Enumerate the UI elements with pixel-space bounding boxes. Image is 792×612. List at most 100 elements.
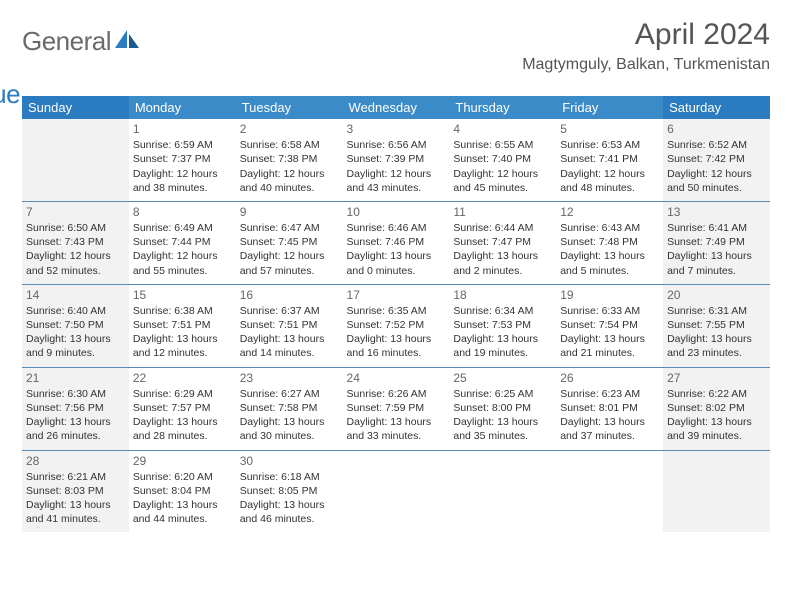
sunset-line: Sunset: 7:38 PM <box>240 152 339 166</box>
sunrise-line: Sunrise: 6:25 AM <box>453 387 552 401</box>
sunrise-line: Sunrise: 6:21 AM <box>26 470 125 484</box>
calendar-day-cell: 10Sunrise: 6:46 AMSunset: 7:46 PMDayligh… <box>343 201 450 284</box>
daylight-line-2: and 26 minutes. <box>26 429 125 443</box>
calendar-day-cell: 5Sunrise: 6:53 AMSunset: 7:41 PMDaylight… <box>556 119 663 201</box>
calendar-day-cell: 26Sunrise: 6:23 AMSunset: 8:01 PMDayligh… <box>556 367 663 450</box>
calendar-day-cell: 29Sunrise: 6:20 AMSunset: 8:04 PMDayligh… <box>129 450 236 532</box>
daylight-line-1: Daylight: 13 hours <box>240 415 339 429</box>
sunset-line: Sunset: 7:55 PM <box>667 318 766 332</box>
title-block: April 2024 Magtymguly, Balkan, Turkmenis… <box>522 18 770 74</box>
sunrise-line: Sunrise: 6:27 AM <box>240 387 339 401</box>
weekday-header: Wednesday <box>343 96 450 119</box>
calendar-week-row: 7Sunrise: 6:50 AMSunset: 7:43 PMDaylight… <box>22 201 770 284</box>
sunset-line: Sunset: 7:40 PM <box>453 152 552 166</box>
daylight-line-2: and 9 minutes. <box>26 346 125 360</box>
daylight-line-2: and 45 minutes. <box>453 181 552 195</box>
day-number: 9 <box>240 204 339 220</box>
daylight-line-2: and 33 minutes. <box>347 429 446 443</box>
daylight-line-1: Daylight: 12 hours <box>133 249 232 263</box>
daylight-line-1: Daylight: 13 hours <box>453 332 552 346</box>
sunrise-line: Sunrise: 6:34 AM <box>453 304 552 318</box>
weekday-header: Friday <box>556 96 663 119</box>
daylight-line-1: Daylight: 13 hours <box>667 249 766 263</box>
sunrise-line: Sunrise: 6:37 AM <box>240 304 339 318</box>
calendar-day-cell: 19Sunrise: 6:33 AMSunset: 7:54 PMDayligh… <box>556 284 663 367</box>
daylight-line-1: Daylight: 12 hours <box>133 167 232 181</box>
calendar-day-cell: 17Sunrise: 6:35 AMSunset: 7:52 PMDayligh… <box>343 284 450 367</box>
sunset-line: Sunset: 8:01 PM <box>560 401 659 415</box>
sunrise-line: Sunrise: 6:56 AM <box>347 138 446 152</box>
daylight-line-1: Daylight: 13 hours <box>453 249 552 263</box>
day-number: 11 <box>453 204 552 220</box>
sunrise-line: Sunrise: 6:18 AM <box>240 470 339 484</box>
daylight-line-1: Daylight: 12 hours <box>667 167 766 181</box>
daylight-line-2: and 5 minutes. <box>560 264 659 278</box>
sunrise-line: Sunrise: 6:41 AM <box>667 221 766 235</box>
calendar-day-cell: 12Sunrise: 6:43 AMSunset: 7:48 PMDayligh… <box>556 201 663 284</box>
logo-word1: General <box>22 26 111 56</box>
daylight-line-2: and 30 minutes. <box>240 429 339 443</box>
daylight-line-2: and 52 minutes. <box>26 264 125 278</box>
sunset-line: Sunset: 7:37 PM <box>133 152 232 166</box>
daylight-line-1: Daylight: 13 hours <box>133 332 232 346</box>
sunrise-line: Sunrise: 6:47 AM <box>240 221 339 235</box>
day-number: 10 <box>347 204 446 220</box>
day-number: 25 <box>453 370 552 386</box>
day-number: 7 <box>26 204 125 220</box>
daylight-line-2: and 12 minutes. <box>133 346 232 360</box>
daylight-line-2: and 2 minutes. <box>453 264 552 278</box>
daylight-line-2: and 0 minutes. <box>347 264 446 278</box>
daylight-line-1: Daylight: 13 hours <box>560 249 659 263</box>
sunset-line: Sunset: 8:02 PM <box>667 401 766 415</box>
daylight-line-2: and 48 minutes. <box>560 181 659 195</box>
calendar-day-cell: 24Sunrise: 6:26 AMSunset: 7:59 PMDayligh… <box>343 367 450 450</box>
daylight-line-1: Daylight: 12 hours <box>347 167 446 181</box>
day-number: 1 <box>133 121 232 137</box>
daylight-line-2: and 43 minutes. <box>347 181 446 195</box>
daylight-line-2: and 7 minutes. <box>667 264 766 278</box>
sunrise-line: Sunrise: 6:44 AM <box>453 221 552 235</box>
sunrise-line: Sunrise: 6:29 AM <box>133 387 232 401</box>
sunset-line: Sunset: 7:41 PM <box>560 152 659 166</box>
calendar-day-cell: 18Sunrise: 6:34 AMSunset: 7:53 PMDayligh… <box>449 284 556 367</box>
sunset-line: Sunset: 8:00 PM <box>453 401 552 415</box>
calendar-day-cell <box>22 119 129 201</box>
daylight-line-2: and 23 minutes. <box>667 346 766 360</box>
header: General Blue April 2024 Magtymguly, Balk… <box>22 18 770 88</box>
sunrise-line: Sunrise: 6:55 AM <box>453 138 552 152</box>
calendar-day-cell: 14Sunrise: 6:40 AMSunset: 7:50 PMDayligh… <box>22 284 129 367</box>
sunrise-line: Sunrise: 6:59 AM <box>133 138 232 152</box>
sunrise-line: Sunrise: 6:23 AM <box>560 387 659 401</box>
daylight-line-1: Daylight: 13 hours <box>453 415 552 429</box>
day-number: 23 <box>240 370 339 386</box>
sunrise-line: Sunrise: 6:43 AM <box>560 221 659 235</box>
sunset-line: Sunset: 7:39 PM <box>347 152 446 166</box>
day-number: 17 <box>347 287 446 303</box>
calendar-day-cell: 4Sunrise: 6:55 AMSunset: 7:40 PMDaylight… <box>449 119 556 201</box>
daylight-line-1: Daylight: 13 hours <box>560 332 659 346</box>
daylight-line-1: Daylight: 13 hours <box>26 415 125 429</box>
sunrise-line: Sunrise: 6:35 AM <box>347 304 446 318</box>
sunrise-line: Sunrise: 6:40 AM <box>26 304 125 318</box>
weekday-header: Monday <box>129 96 236 119</box>
calendar-week-row: 21Sunrise: 6:30 AMSunset: 7:56 PMDayligh… <box>22 367 770 450</box>
day-number: 16 <box>240 287 339 303</box>
logo: General Blue <box>22 18 141 88</box>
day-number: 24 <box>347 370 446 386</box>
sunset-line: Sunset: 7:44 PM <box>133 235 232 249</box>
calendar-day-cell: 16Sunrise: 6:37 AMSunset: 7:51 PMDayligh… <box>236 284 343 367</box>
sunset-line: Sunset: 7:48 PM <box>560 235 659 249</box>
weekday-header: Tuesday <box>236 96 343 119</box>
day-number: 8 <box>133 204 232 220</box>
daylight-line-1: Daylight: 12 hours <box>240 167 339 181</box>
day-number: 22 <box>133 370 232 386</box>
sunset-line: Sunset: 7:57 PM <box>133 401 232 415</box>
sunrise-line: Sunrise: 6:46 AM <box>347 221 446 235</box>
calendar-day-cell <box>663 450 770 532</box>
month-title: April 2024 <box>522 18 770 52</box>
calendar-day-cell: 15Sunrise: 6:38 AMSunset: 7:51 PMDayligh… <box>129 284 236 367</box>
day-number: 6 <box>667 121 766 137</box>
daylight-line-2: and 50 minutes. <box>667 181 766 195</box>
sunset-line: Sunset: 7:58 PM <box>240 401 339 415</box>
calendar-week-row: 28Sunrise: 6:21 AMSunset: 8:03 PMDayligh… <box>22 450 770 532</box>
